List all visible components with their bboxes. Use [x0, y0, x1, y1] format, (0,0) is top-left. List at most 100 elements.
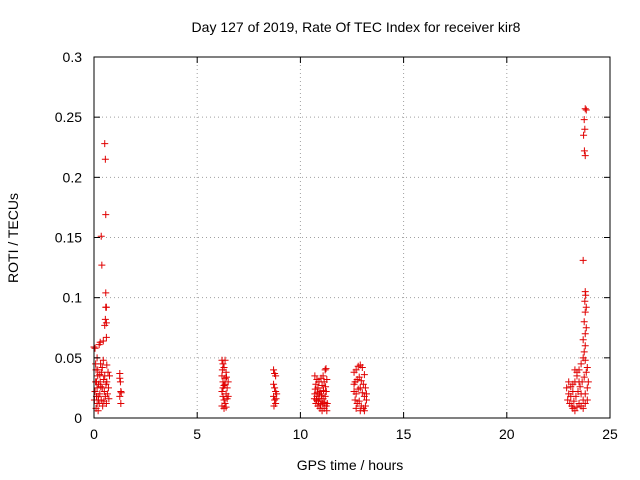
data-point	[361, 384, 369, 392]
data-point	[581, 342, 589, 350]
data-point	[221, 380, 229, 388]
x-tick-label: 25	[602, 426, 618, 442]
data-point	[321, 392, 329, 400]
grid-lines	[94, 57, 610, 418]
data-point	[357, 377, 365, 385]
x-tick-label: 15	[396, 426, 412, 442]
data-point	[312, 380, 320, 388]
data-point	[221, 374, 229, 382]
data-point	[359, 380, 367, 388]
data-point	[271, 384, 279, 392]
data-point	[102, 211, 110, 219]
data-point	[573, 403, 581, 411]
data-point	[362, 396, 370, 404]
data-point	[569, 380, 577, 388]
data-point	[311, 385, 319, 393]
data-point	[582, 106, 590, 114]
data-point	[116, 378, 124, 386]
x-tick-label: 10	[293, 426, 309, 442]
data-point	[222, 403, 230, 411]
data-point	[219, 384, 227, 392]
data-point	[104, 368, 112, 376]
data-point	[322, 383, 330, 391]
data-point	[584, 378, 592, 386]
data-point	[581, 390, 589, 398]
x-axis-label: GPS time / hours	[297, 457, 404, 473]
data-point	[92, 378, 100, 386]
data-point	[580, 131, 588, 139]
data-point	[361, 402, 369, 410]
data-point	[221, 356, 229, 364]
data-point	[272, 395, 280, 403]
data-point	[101, 155, 109, 163]
data-point	[99, 337, 107, 345]
data-point	[352, 404, 360, 412]
data-point	[270, 380, 278, 388]
y-tick-label: 0.15	[55, 230, 82, 246]
data-point	[102, 333, 110, 341]
data-point	[117, 400, 125, 408]
data-point	[320, 386, 328, 394]
data-point	[579, 336, 587, 344]
data-point	[99, 356, 107, 364]
data-point	[317, 391, 325, 399]
data-point	[581, 330, 589, 338]
data-point	[98, 363, 106, 371]
data-point	[95, 341, 103, 349]
data-point	[270, 366, 278, 374]
data-point	[581, 125, 589, 133]
data-point	[350, 380, 358, 388]
data-point	[101, 140, 109, 148]
y-tick-label: 0.2	[63, 169, 83, 185]
data-point	[572, 392, 580, 400]
data-point	[581, 308, 589, 316]
data-point	[318, 382, 326, 390]
data-point	[576, 383, 584, 391]
data-point	[582, 324, 590, 332]
data-point	[323, 375, 331, 383]
data-point	[580, 373, 588, 381]
data-point	[103, 378, 111, 386]
data-point	[570, 397, 578, 405]
data-point	[224, 392, 232, 400]
data-points	[90, 105, 592, 415]
data-point	[352, 366, 360, 374]
data-point	[218, 388, 226, 396]
data-point	[358, 389, 366, 397]
y-tick-label: 0	[74, 410, 82, 426]
data-point	[360, 371, 368, 379]
chart-title: Day 127 of 2019, Rate Of TEC Index for r…	[192, 19, 521, 35]
data-point	[93, 400, 101, 408]
data-point	[98, 384, 106, 392]
data-point	[322, 365, 330, 373]
data-point	[564, 396, 572, 404]
axis-ticks: 0 5 10 15 20 25 0 0.05 0.1 0.15 0.2 0.25 0.3	[55, 49, 618, 442]
x-tick-label: 0	[90, 426, 98, 442]
data-point	[96, 371, 104, 379]
data-point	[355, 373, 363, 381]
data-point	[99, 402, 107, 410]
data-point	[581, 288, 589, 296]
data-point	[355, 397, 363, 405]
y-tick-label: 0.1	[63, 290, 83, 306]
data-point	[581, 400, 589, 408]
data-point	[117, 389, 125, 397]
data-point	[358, 363, 366, 371]
x-tick-label: 20	[499, 426, 515, 442]
data-point	[579, 256, 587, 264]
data-point	[102, 289, 110, 297]
y-axis-label: ROTI / TECUs	[5, 193, 21, 283]
data-point	[101, 315, 109, 323]
y-tick-label: 0.25	[55, 109, 82, 125]
data-point	[272, 372, 280, 380]
data-point	[322, 402, 330, 410]
data-point	[310, 395, 318, 403]
data-point	[319, 372, 327, 380]
data-point	[97, 360, 105, 368]
data-point	[219, 360, 227, 368]
data-point	[583, 384, 591, 392]
data-point	[360, 407, 368, 415]
data-point	[579, 404, 587, 412]
data-point	[105, 395, 113, 403]
